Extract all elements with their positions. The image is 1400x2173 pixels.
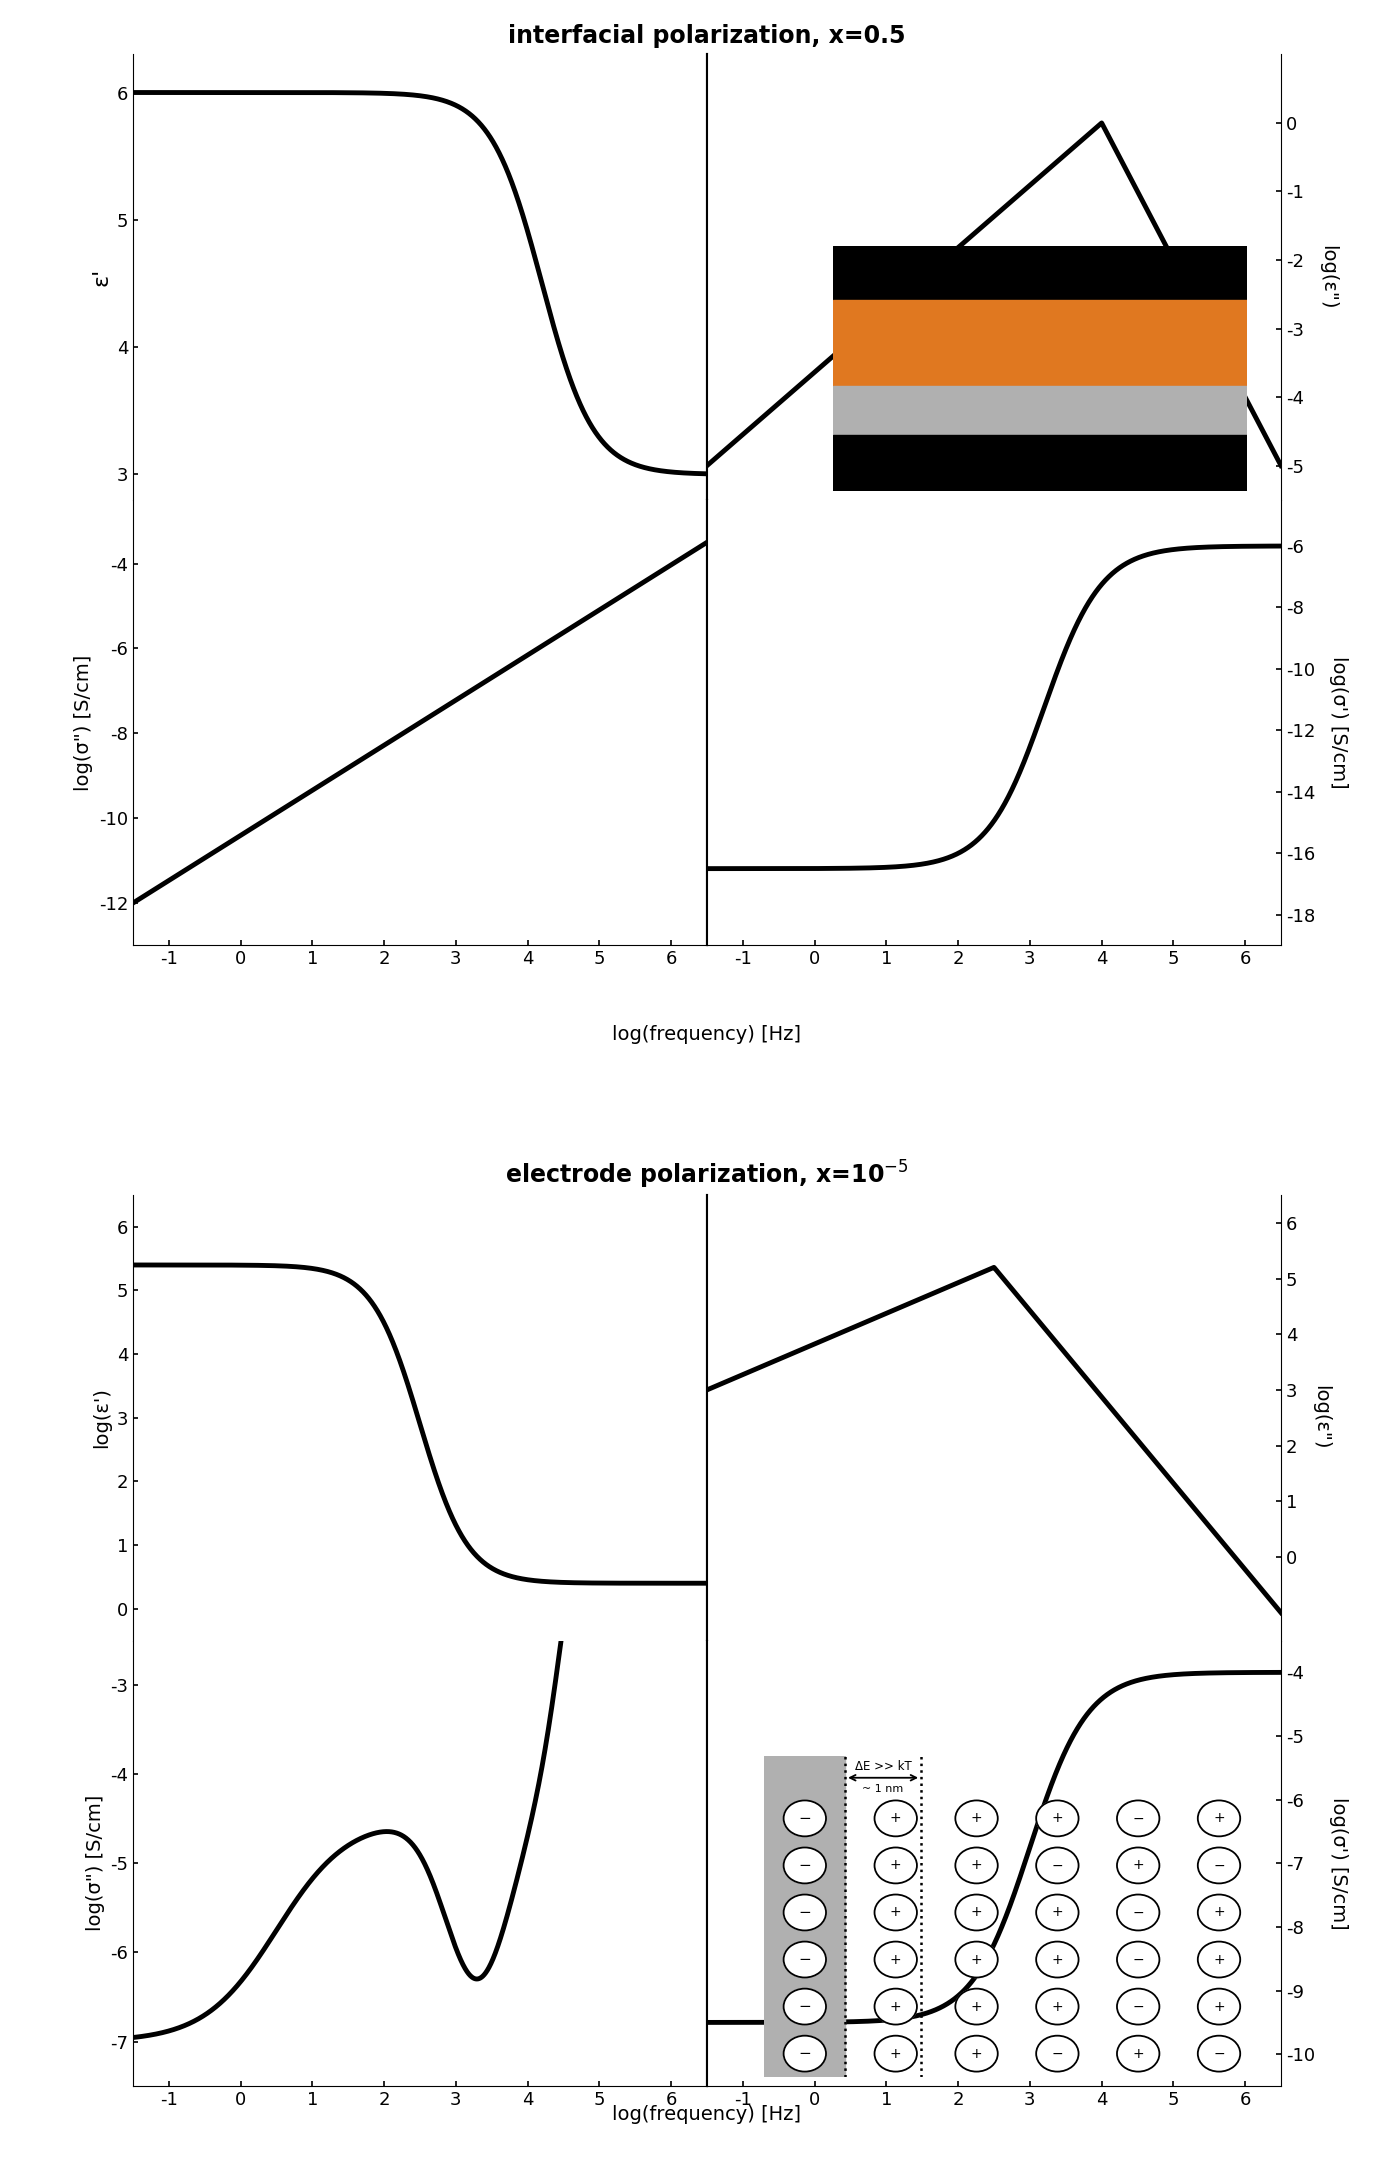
Text: log(frequency) [Hz]: log(frequency) [Hz] <box>613 2106 801 2123</box>
Y-axis label: log(σ') [S/cm]: log(σ') [S/cm] <box>1329 656 1348 789</box>
Y-axis label: log(σ') [S/cm]: log(σ') [S/cm] <box>1329 1797 1348 1930</box>
Title: electrode polarization, x=10$^{-5}$: electrode polarization, x=10$^{-5}$ <box>505 1158 909 1191</box>
Y-axis label: log(ε"): log(ε") <box>1312 1386 1330 1449</box>
Text: log(frequency) [Hz]: log(frequency) [Hz] <box>613 1026 801 1043</box>
Y-axis label: log(ε'): log(ε') <box>92 1386 111 1447</box>
Y-axis label: log(σ") [S/cm]: log(σ") [S/cm] <box>85 1795 105 1932</box>
Title: interfacial polarization, x=0.5: interfacial polarization, x=0.5 <box>508 24 906 48</box>
Y-axis label: log(ε"): log(ε") <box>1317 246 1337 309</box>
Y-axis label: log(σ") [S/cm]: log(σ") [S/cm] <box>74 654 94 791</box>
Y-axis label: ε': ε' <box>91 267 111 287</box>
